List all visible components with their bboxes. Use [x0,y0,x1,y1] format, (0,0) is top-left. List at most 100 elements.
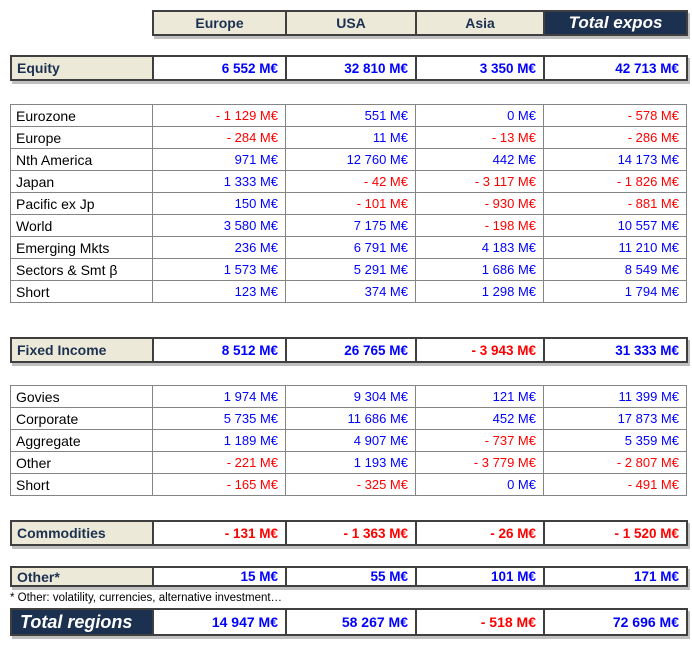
other-section-table: Other* 15 M€ 55 M€ 101 M€ 171 M€ [10,566,688,587]
cell-value: 3 580 M€ [152,214,286,237]
cell-value: 58 267 M€ [285,608,417,636]
cell-value: 0 M€ [415,473,544,496]
fixed-income-detail-table: Govies 1 974 M€ 9 304 M€ 121 M€ 11 399 M… [10,385,687,496]
row-label: Other [10,451,153,474]
cell-value: 8 512 M€ [152,337,287,363]
detail-row: Eurozone - 1 129 M€ 551 M€ 0 M€ - 578 M€ [10,104,687,127]
cell-value: - 1 129 M€ [152,104,286,127]
cell-value: - 1 826 M€ [543,170,687,193]
cell-value: 4 907 M€ [285,429,416,452]
detail-row: Short - 165 M€ - 325 M€ 0 M€ - 491 M€ [10,473,687,496]
cell-value: 4 183 M€ [415,236,544,259]
cell-value: - 131 M€ [152,520,287,546]
cell-value: - 518 M€ [415,608,545,636]
cell-value: 15 M€ [152,566,287,587]
cell-value: 1 974 M€ [152,385,286,408]
row-label: Short [10,473,153,496]
cell-value: 1 298 M€ [415,280,544,303]
row-label: World [10,214,153,237]
cell-value: 1 573 M€ [152,258,286,281]
detail-row: Aggregate 1 189 M€ 4 907 M€ - 737 M€ 5 3… [10,429,687,452]
cell-value: 101 M€ [415,566,545,587]
column-header-europe: Europe [152,10,287,36]
cell-value: - 491 M€ [543,473,687,496]
cell-value: 971 M€ [152,148,286,171]
cell-value: 150 M€ [152,192,286,215]
cell-value: 452 M€ [415,407,544,430]
cell-value: 6 552 M€ [152,55,287,81]
cell-value: - 3 779 M€ [415,451,544,474]
total-regions-label: Total regions [10,608,154,636]
column-header-total-expos: Total expos [543,10,688,36]
cell-value: 32 810 M€ [285,55,417,81]
detail-row: Corporate 5 735 M€ 11 686 M€ 452 M€ 17 8… [10,407,687,430]
cell-value: 0 M€ [415,104,544,127]
cell-value: 1 686 M€ [415,258,544,281]
cell-value: 374 M€ [285,280,416,303]
fixed-income-section-table: Fixed Income 8 512 M€ 26 765 M€ - 3 943 … [10,337,688,363]
cell-value: - 325 M€ [285,473,416,496]
total-regions-table: Total regions 14 947 M€ 58 267 M€ - 518 … [10,608,688,636]
cell-value: - 930 M€ [415,192,544,215]
cell-value: 17 873 M€ [543,407,687,430]
cell-value: 7 175 M€ [285,214,416,237]
row-label: Sectors & Smt β [10,258,153,281]
cell-value: - 165 M€ [152,473,286,496]
region-header-table: Europe USA Asia Total expos [152,10,688,36]
section-row: Commodities - 131 M€ - 1 363 M€ - 26 M€ … [10,520,688,546]
row-label: Emerging Mkts [10,236,153,259]
cell-value: - 1 363 M€ [285,520,417,546]
cell-value: - 3 943 M€ [415,337,545,363]
row-label: Japan [10,170,153,193]
cell-value: 11 686 M€ [285,407,416,430]
row-label: Govies [10,385,153,408]
cell-value: 14 173 M€ [543,148,687,171]
cell-value: - 286 M€ [543,126,687,149]
cell-value: 5 359 M€ [543,429,687,452]
cell-value: 26 765 M€ [285,337,417,363]
section-row: Fixed Income 8 512 M€ 26 765 M€ - 3 943 … [10,337,688,363]
cell-value: - 2 807 M€ [543,451,687,474]
cell-value: 3 350 M€ [415,55,545,81]
detail-row: Emerging Mkts 236 M€ 6 791 M€ 4 183 M€ 1… [10,236,687,259]
cell-value: - 42 M€ [285,170,416,193]
cell-value: 72 696 M€ [543,608,688,636]
cell-value: - 578 M€ [543,104,687,127]
detail-row: Europe - 284 M€ 11 M€ - 13 M€ - 286 M€ [10,126,687,149]
cell-value: 11 M€ [285,126,416,149]
cell-value: - 737 M€ [415,429,544,452]
total-row: Total regions 14 947 M€ 58 267 M€ - 518 … [10,608,688,636]
section-row: Other* 15 M€ 55 M€ 101 M€ 171 M€ [10,566,688,587]
cell-value: - 3 117 M€ [415,170,544,193]
column-header-usa: USA [285,10,417,36]
section-label: Equity [10,55,154,81]
section-label: Fixed Income [10,337,154,363]
row-label: Europe [10,126,153,149]
cell-value: 121 M€ [415,385,544,408]
cell-value: 1 193 M€ [285,451,416,474]
cell-value: 5 735 M€ [152,407,286,430]
cell-value: 10 557 M€ [543,214,687,237]
equity-detail-table: Eurozone - 1 129 M€ 551 M€ 0 M€ - 578 M€… [10,104,687,303]
cell-value: 11 399 M€ [543,385,687,408]
section-label: Commodities [10,520,154,546]
column-header-asia: Asia [415,10,545,36]
detail-row: Sectors & Smt β 1 573 M€ 5 291 M€ 1 686 … [10,258,687,281]
cell-value: 236 M€ [152,236,286,259]
cell-value: 1 794 M€ [543,280,687,303]
footnote: * Other: volatility, currencies, alterna… [10,592,283,604]
detail-row: World 3 580 M€ 7 175 M€ - 198 M€ 10 557 … [10,214,687,237]
cell-value: - 881 M€ [543,192,687,215]
section-label: Other* [10,566,154,587]
section-row: Equity 6 552 M€ 32 810 M€ 3 350 M€ 42 71… [10,55,688,81]
cell-value: 171 M€ [543,566,688,587]
cell-value: - 221 M€ [152,451,286,474]
detail-row: Short 123 M€ 374 M€ 1 298 M€ 1 794 M€ [10,280,687,303]
cell-value: 5 291 M€ [285,258,416,281]
cell-value: 8 549 M€ [543,258,687,281]
cell-value: 6 791 M€ [285,236,416,259]
detail-row: Govies 1 974 M€ 9 304 M€ 121 M€ 11 399 M… [10,385,687,408]
cell-value: - 26 M€ [415,520,545,546]
equity-section-table: Equity 6 552 M€ 32 810 M€ 3 350 M€ 42 71… [10,55,688,81]
